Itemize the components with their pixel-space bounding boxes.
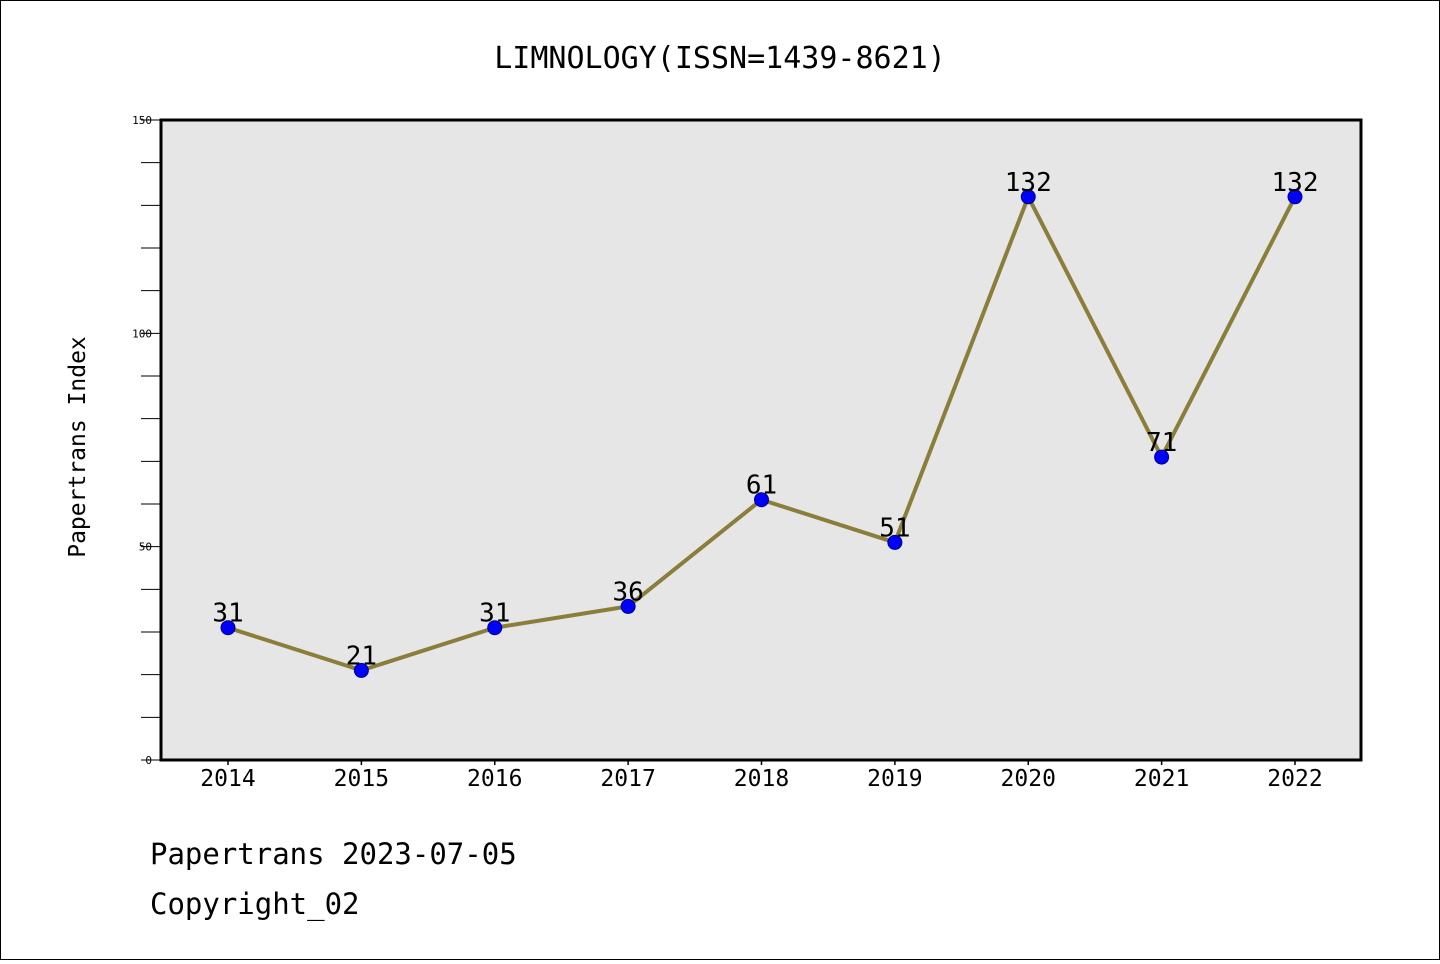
data-label: 31: [479, 599, 510, 629]
x-tick-label: 2015: [334, 766, 389, 792]
x-tick-label: 2018: [734, 766, 789, 792]
data-label: 21: [346, 641, 377, 671]
data-label: 51: [879, 513, 910, 543]
data-labels: 31 21 31 36 61 51 132 71 132: [212, 168, 1318, 672]
x-tick-label: 2014: [200, 766, 255, 792]
footer-date: Papertrans 2023-07-05: [150, 837, 517, 871]
data-point: [220, 620, 236, 636]
x-tick-label: 2017: [600, 766, 655, 792]
x-tick-label: 2016: [467, 766, 522, 792]
footer-copyright: Copyright_02: [150, 887, 360, 922]
data-point: [754, 492, 769, 508]
x-tick-label: 2020: [1001, 766, 1056, 792]
data-point: [620, 598, 636, 614]
data-label: 61: [746, 471, 777, 501]
data-label: 132: [1005, 168, 1052, 198]
data-point: [1154, 449, 1170, 465]
y-axis-label: Papertrans Index: [65, 336, 91, 558]
series-group: [220, 189, 1303, 678]
data-point: [887, 534, 903, 550]
data-label: 31: [212, 599, 243, 629]
data-label: 36: [612, 577, 643, 607]
x-tick-label: 2021: [1134, 766, 1189, 792]
data-point: [353, 662, 369, 678]
y-axis: 0 50 100 150: [132, 114, 161, 767]
data-label: 132: [1272, 168, 1319, 198]
x-tick-label: 2019: [867, 766, 922, 792]
data-point: [1287, 189, 1303, 205]
chart-title: LIMNOLOGY(ISSN=1439-8621): [494, 41, 946, 76]
x-tick-label: 2022: [1267, 766, 1322, 792]
plot-area: [159, 118, 1363, 762]
data-point: [1020, 189, 1036, 205]
y-tick-label: 0: [145, 754, 152, 767]
y-tick-label: 100: [132, 327, 152, 340]
x-axis: 2014 2015 2016 2017 2018 2019 2020 2021 2022: [200, 760, 1323, 792]
data-point: [487, 620, 503, 636]
data-label: 71: [1146, 428, 1177, 458]
y-tick-label: 50: [139, 541, 152, 554]
y-tick-label: 150: [132, 114, 152, 127]
